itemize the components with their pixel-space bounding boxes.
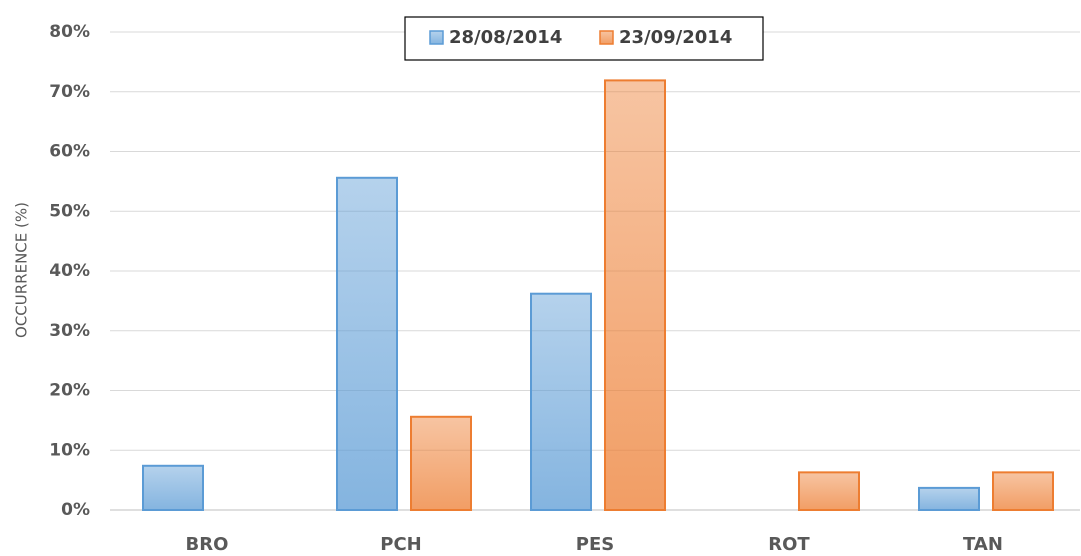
legend-swatch <box>599 30 614 45</box>
bar <box>918 486 980 511</box>
y-tick-label: 10% <box>49 440 90 460</box>
legend-swatch <box>429 30 444 45</box>
y-tick-label: 60% <box>49 142 90 162</box>
bar <box>992 471 1054 512</box>
y-tick-label: 30% <box>49 321 90 341</box>
legend-label: 23/09/2014 <box>619 27 732 48</box>
bar <box>530 292 592 511</box>
x-tick-label: PES <box>576 534 614 555</box>
bar <box>142 464 204 512</box>
bar <box>336 176 398 511</box>
bar <box>604 79 666 512</box>
y-tick-label: 50% <box>49 201 90 221</box>
legend-box <box>404 16 764 61</box>
bar <box>798 471 860 512</box>
x-tick-label: BRO <box>186 534 229 555</box>
legend-label: 28/08/2014 <box>449 27 562 48</box>
x-tick-label: ROT <box>768 534 810 555</box>
y-tick-label: 40% <box>49 261 90 281</box>
y-axis-label: OCCURRENCE (%) <box>13 202 31 338</box>
y-tick-label: 0% <box>61 500 90 520</box>
bar <box>410 415 472 512</box>
y-tick-label: 20% <box>49 381 90 401</box>
y-tick-label: 80% <box>49 22 90 42</box>
y-tick-label: 70% <box>49 82 90 102</box>
x-tick-label: TAN <box>963 534 1003 555</box>
x-tick-label: PCH <box>380 534 421 555</box>
